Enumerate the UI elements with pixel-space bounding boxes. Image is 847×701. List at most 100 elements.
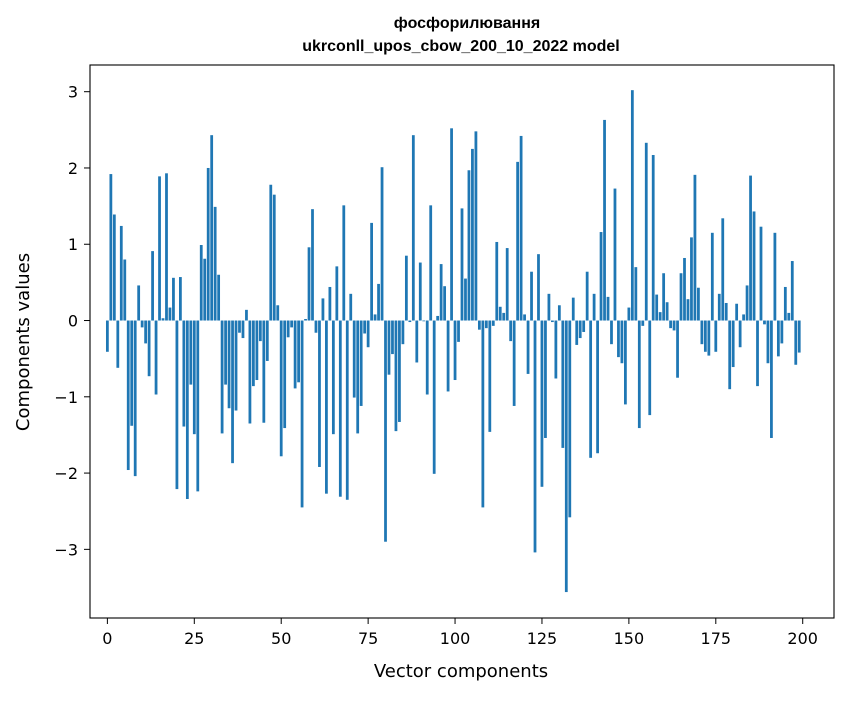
bar [690, 237, 693, 321]
bar [627, 307, 631, 321]
bar [578, 320, 582, 339]
bar [644, 142, 648, 321]
bar [116, 320, 120, 368]
bar [446, 320, 450, 392]
bar [467, 170, 471, 321]
y-axis-label: Components values [13, 253, 34, 431]
bar [554, 320, 558, 379]
bar [721, 218, 725, 321]
bar [648, 320, 652, 416]
bar [495, 241, 499, 321]
bar [630, 90, 634, 321]
bar [780, 320, 784, 344]
bar [418, 262, 422, 321]
bar [561, 320, 565, 448]
bar [373, 314, 377, 321]
bar [203, 258, 207, 321]
bar [179, 277, 182, 321]
bar [384, 320, 387, 542]
bar [328, 286, 332, 321]
bar [425, 320, 429, 395]
bar [557, 305, 561, 321]
bar [401, 320, 405, 345]
bar [665, 302, 669, 321]
x-tick-label: 200 [787, 629, 818, 648]
bar [766, 320, 770, 364]
bar [356, 320, 360, 434]
bar [119, 225, 123, 321]
bar [133, 320, 137, 477]
bar [126, 320, 130, 471]
y-tick-label: −1 [54, 388, 78, 407]
bar [624, 320, 627, 405]
bar [422, 320, 426, 322]
y-tick-label: 2 [68, 159, 78, 178]
bar [196, 320, 200, 492]
bar [112, 214, 116, 321]
bar [318, 320, 321, 467]
bar [679, 273, 683, 321]
bar [749, 175, 752, 321]
bar [338, 320, 342, 497]
bar [404, 255, 408, 321]
bar [533, 320, 537, 553]
bar [585, 271, 589, 321]
x-axis-ticks: 0 25 50 75 100 125 150 175 200 [102, 618, 818, 648]
bar [582, 320, 586, 332]
bar [293, 320, 297, 389]
bar [763, 320, 766, 325]
bar [564, 320, 568, 593]
bar [773, 232, 777, 321]
bar [304, 319, 307, 321]
bar [575, 320, 579, 345]
bar [641, 320, 645, 326]
bar [512, 320, 516, 406]
bar [787, 312, 791, 321]
bar [724, 302, 728, 321]
bar [759, 226, 763, 321]
bar [307, 247, 311, 321]
x-tick-label: 0 [102, 629, 112, 648]
bar [530, 271, 533, 321]
bar [676, 320, 679, 378]
bar [745, 285, 749, 321]
bar [717, 293, 721, 321]
bar [245, 309, 248, 321]
bar [147, 320, 151, 377]
bar [182, 320, 186, 427]
bar [502, 312, 506, 321]
bar [262, 320, 266, 423]
bar [175, 320, 179, 490]
bar [703, 320, 707, 352]
bar [620, 320, 624, 364]
x-tick-label: 75 [358, 629, 378, 648]
bar [728, 320, 732, 390]
bar [436, 315, 440, 321]
bar [491, 320, 495, 326]
bar [255, 320, 259, 381]
bar [290, 320, 294, 328]
bar [700, 320, 704, 345]
bar [551, 320, 554, 323]
bar [331, 320, 335, 435]
bar [662, 273, 666, 321]
bar [526, 320, 530, 374]
bar [172, 277, 175, 321]
bar [283, 320, 287, 429]
chart-subtitle: ukrconll_upos_cbow_200_10_2022 model [302, 38, 619, 55]
bar [359, 320, 363, 406]
bar [606, 296, 610, 321]
bar [311, 209, 314, 321]
bar [540, 320, 544, 487]
bar [655, 294, 659, 321]
bar [651, 155, 655, 321]
bar [165, 173, 168, 321]
bar [370, 222, 373, 321]
bar [269, 184, 273, 321]
bar [603, 119, 606, 321]
bar [238, 320, 241, 333]
bar [398, 320, 401, 422]
bar [637, 320, 641, 429]
bar [130, 320, 134, 426]
